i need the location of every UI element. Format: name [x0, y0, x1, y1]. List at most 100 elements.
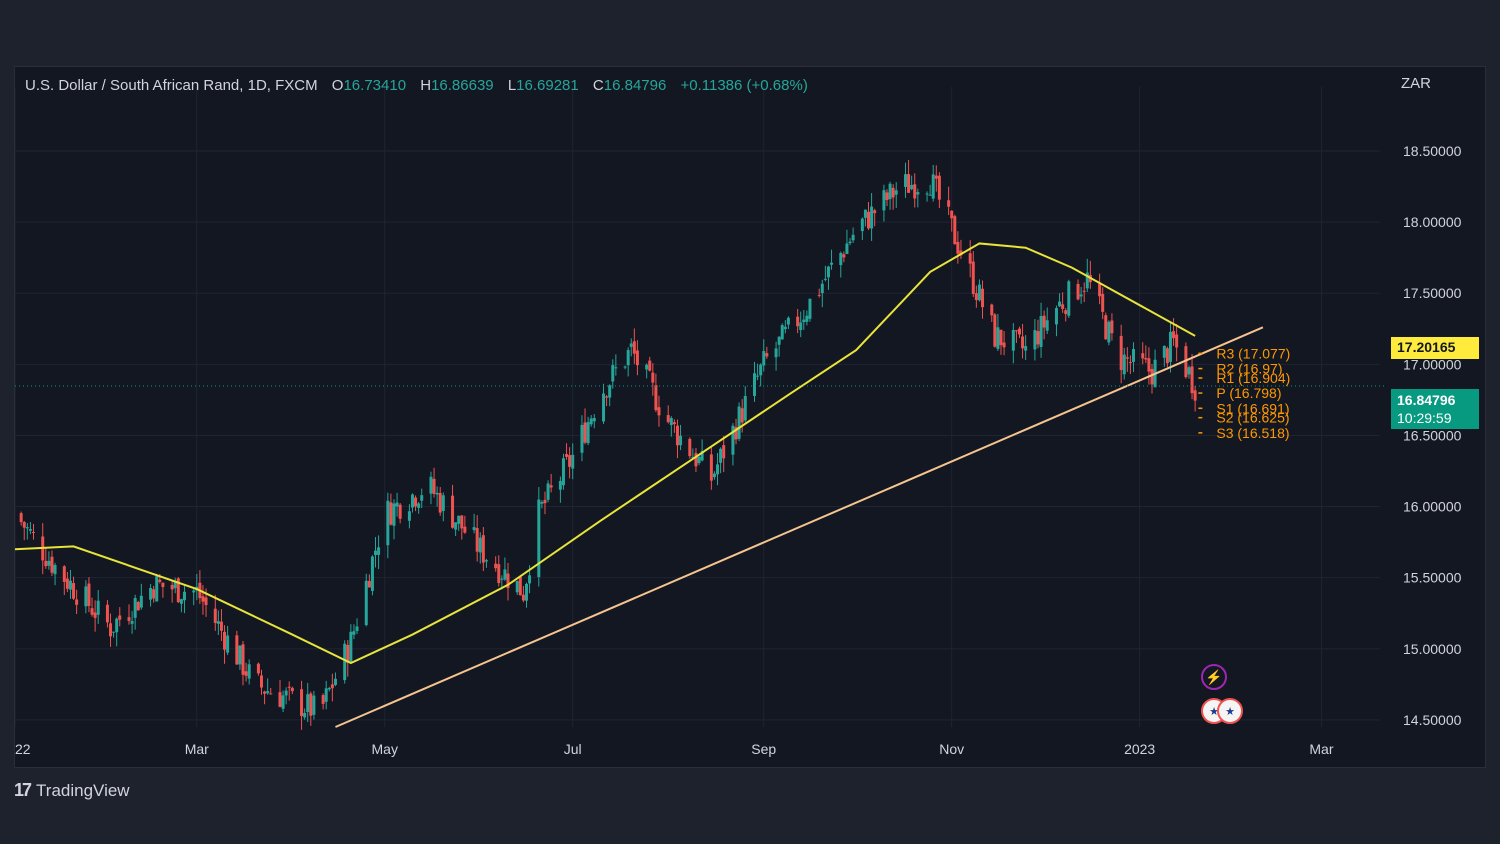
close-value: 16.84796	[603, 77, 667, 94]
y-tick-label: 16.00000	[1403, 499, 1462, 515]
candle-body	[478, 537, 482, 553]
candle-body	[223, 631, 227, 650]
candle-body	[494, 563, 498, 569]
candle-body	[528, 575, 532, 584]
candle-body	[666, 415, 670, 423]
lightning-icon[interactable]: ⚡	[1201, 664, 1227, 690]
candle-body	[312, 695, 316, 715]
candle-body	[1187, 367, 1191, 375]
currency-label: ZAR	[1401, 75, 1431, 92]
candle-body	[580, 424, 584, 453]
price-chart[interactable]: 18.50000 18.00000 17.50000 17.00000 16.50000…	[15, 67, 1485, 767]
candle-body	[928, 194, 932, 196]
candle-body	[1190, 366, 1194, 394]
candle-body	[894, 190, 898, 195]
candle-body	[568, 455, 572, 467]
candle-body	[956, 241, 960, 254]
candle-body	[981, 288, 985, 308]
candle-body	[343, 643, 347, 681]
candle-body	[1119, 335, 1123, 371]
candle-body	[1061, 304, 1065, 309]
pivot-label: R2 (16.97)	[1216, 361, 1282, 377]
candle-body	[306, 694, 310, 712]
candle-body	[463, 526, 467, 533]
candle-body	[605, 396, 609, 398]
candle-body	[546, 483, 550, 500]
candle-body	[1067, 281, 1071, 316]
high-label: H	[420, 77, 432, 94]
candle-body	[583, 422, 587, 443]
candle-body	[679, 435, 683, 446]
tradingview-logo-icon: 17	[14, 780, 32, 800]
candle-body	[216, 621, 220, 624]
candle-body	[139, 595, 143, 608]
candle-body	[441, 495, 445, 511]
candle-body	[1110, 320, 1114, 334]
candle-body	[84, 586, 88, 607]
candle-body	[386, 500, 390, 546]
candle-body	[309, 693, 313, 716]
candle-body	[1076, 283, 1080, 300]
candle-body	[149, 588, 153, 600]
pivot-label: S1 (16.691)	[1216, 400, 1289, 416]
candle-body	[346, 645, 350, 663]
candle-body	[524, 583, 528, 601]
candle-body	[592, 417, 596, 422]
candle-body	[651, 372, 655, 383]
candle-body	[451, 495, 455, 528]
candle-body	[925, 193, 929, 195]
candle-body	[709, 454, 713, 481]
candle-body	[561, 458, 565, 486]
us-flag-event-icon-2[interactable]: ★	[1217, 698, 1243, 724]
candle-body	[1079, 294, 1083, 297]
y-tick-label: 16.50000	[1403, 427, 1462, 443]
candle-body	[1165, 348, 1169, 364]
candle-body	[367, 580, 371, 588]
candle-body	[333, 678, 337, 686]
candle-body	[947, 200, 951, 207]
candle-body	[112, 631, 116, 633]
candle-body	[460, 515, 464, 529]
candle-body	[130, 620, 134, 624]
symbol-header: U.S. Dollar / South African Rand, 1D, FX…	[25, 77, 808, 94]
chart-panel[interactable]: 18.50000 18.00000 17.50000 17.00000 16.50000…	[14, 66, 1486, 768]
candle-body	[977, 284, 981, 301]
candle-body	[851, 234, 855, 241]
candle-body	[349, 631, 353, 662]
candle-body	[235, 635, 239, 665]
candle-body	[863, 209, 867, 218]
candle-body	[820, 283, 824, 294]
candle-body	[870, 206, 874, 229]
candle-body	[839, 252, 843, 266]
candle-body	[370, 556, 374, 591]
candle-body	[805, 315, 809, 322]
candle-body	[1017, 328, 1021, 335]
candle-body	[432, 478, 436, 494]
candle-body	[931, 174, 935, 199]
candle-body	[53, 565, 57, 575]
candle-body	[472, 527, 476, 531]
candle-body	[454, 522, 458, 530]
y-tick-label: 18.00000	[1403, 214, 1462, 230]
candle-body	[87, 583, 91, 606]
candle-body	[672, 422, 676, 425]
candle-body	[518, 576, 522, 596]
open-value: 16.73410	[343, 77, 407, 94]
candle-body	[19, 513, 23, 523]
candle-body	[133, 598, 137, 618]
candle-body	[161, 582, 165, 587]
candle-body	[996, 327, 1000, 349]
candle-body	[974, 293, 978, 301]
candle-body	[632, 341, 636, 354]
candle-body	[247, 664, 251, 679]
candle-body	[1011, 329, 1015, 351]
candle-body	[182, 591, 186, 601]
y-tick-label: 15.00000	[1403, 641, 1462, 657]
tradingview-logo[interactable]: 17 TradingView	[14, 780, 130, 801]
candle-body	[654, 385, 658, 411]
candle-body	[105, 604, 109, 623]
candle-body	[31, 531, 35, 533]
candle-body	[497, 564, 501, 584]
candle-body	[414, 497, 418, 507]
y-tick-label: 18.50000	[1403, 143, 1462, 159]
